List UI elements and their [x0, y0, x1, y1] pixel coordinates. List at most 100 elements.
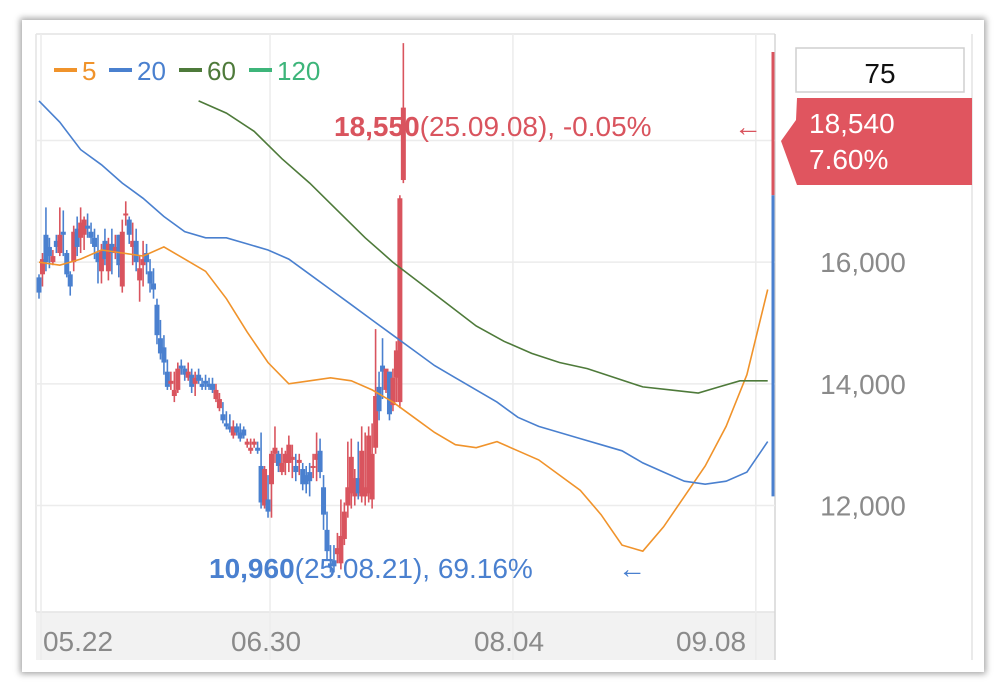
- legend-item-5: 5: [54, 56, 96, 86]
- candle-body: [376, 386, 382, 412]
- candle-body: [345, 487, 351, 506]
- candle: [199, 377, 205, 390]
- candle-body: [362, 487, 368, 497]
- candle-body: [213, 389, 219, 400]
- high-annotation-detail: (25.09.08), -0.05%: [420, 111, 652, 142]
- candle-body: [105, 243, 111, 272]
- candle: [275, 450, 281, 473]
- candle: [251, 438, 257, 448]
- candle: [362, 432, 368, 506]
- candle-body: [331, 560, 337, 567]
- candle: [196, 368, 202, 384]
- candle: [289, 444, 295, 479]
- candle: [334, 532, 340, 564]
- candle: [223, 411, 229, 430]
- candle-body: [50, 256, 56, 263]
- candle: [324, 511, 330, 561]
- candle-body: [81, 219, 87, 235]
- zoom-box-label: 75: [864, 58, 895, 89]
- legend-item-120: 120: [249, 56, 320, 86]
- candle: [171, 371, 177, 403]
- candle: [185, 362, 191, 381]
- candle-body: [334, 548, 340, 555]
- candle: [293, 453, 299, 482]
- candle: [355, 441, 361, 500]
- candle: [345, 441, 351, 518]
- candle-body: [60, 231, 66, 235]
- candles: [36, 43, 775, 573]
- candle-body: [178, 365, 184, 369]
- candle-body: [126, 219, 132, 235]
- candle-body: [53, 240, 59, 247]
- low-annotation-detail: (25.08.21), 69.16%: [295, 553, 533, 584]
- candle-body: [251, 441, 257, 445]
- candle-body: [85, 225, 91, 229]
- candle: [140, 240, 146, 287]
- candle: [74, 216, 80, 257]
- candle: [53, 234, 59, 254]
- candle-body: [317, 450, 323, 473]
- candle: [296, 453, 302, 476]
- candle-body: [112, 246, 118, 254]
- x-tick-label: 05.22: [43, 626, 113, 657]
- candle-body: [234, 426, 240, 433]
- candle: [130, 222, 136, 266]
- candle: [282, 450, 288, 476]
- candle: [310, 453, 316, 479]
- candle-body: [192, 377, 198, 384]
- candle: [348, 438, 354, 509]
- candle-body: [227, 426, 233, 430]
- legend-label: 60: [207, 56, 236, 86]
- candle: [164, 359, 170, 390]
- candle: [81, 216, 87, 250]
- candle-body: [327, 563, 333, 567]
- candle-body: [109, 243, 115, 254]
- candle: [220, 402, 226, 424]
- candle-body: [203, 380, 209, 384]
- candle-body: [352, 478, 358, 497]
- y-axis: 16,000 14,000 12,000: [820, 247, 906, 521]
- candle: [213, 383, 219, 403]
- candle-body: [390, 377, 396, 406]
- candle-body: [310, 465, 316, 468]
- ma-line-5: [38, 246, 769, 553]
- legend-item-20: 20: [109, 56, 166, 86]
- candle: [390, 368, 396, 412]
- candle: [244, 438, 250, 448]
- candle: [352, 469, 358, 506]
- legend-label: 20: [137, 56, 166, 86]
- candle-body: [171, 389, 177, 397]
- candle-body: [164, 371, 170, 387]
- legend: 5 20 60 120: [54, 56, 320, 86]
- current-price-tag: [781, 98, 972, 185]
- candle-body: [341, 511, 347, 539]
- candle: [234, 423, 240, 436]
- high-annotation-value: 18,550: [334, 111, 420, 142]
- zoom-box[interactable]: [795, 47, 965, 93]
- candle: [151, 268, 157, 299]
- candle: [383, 368, 389, 393]
- candle-body: [268, 453, 274, 485]
- candle: [119, 219, 125, 293]
- candle-body: [39, 259, 45, 275]
- candle: [248, 438, 254, 454]
- candle-body: [46, 246, 52, 257]
- candle-body: [265, 499, 271, 512]
- candle: [175, 362, 181, 393]
- high-annotation-arrow: ←: [734, 111, 762, 142]
- candle: [161, 335, 167, 375]
- candle: [192, 371, 198, 397]
- candle: [300, 462, 306, 491]
- candle: [338, 499, 344, 570]
- candle-body: [348, 456, 354, 494]
- candle: [279, 447, 285, 476]
- candle-body: [307, 472, 313, 482]
- candle: [366, 426, 372, 503]
- candle: [50, 249, 56, 266]
- candle-body: [300, 469, 306, 485]
- candle: [39, 253, 45, 287]
- candle: [95, 234, 101, 284]
- candle: [92, 228, 98, 260]
- x-axis: 05.22 06.30 08.04 09.08: [43, 626, 746, 657]
